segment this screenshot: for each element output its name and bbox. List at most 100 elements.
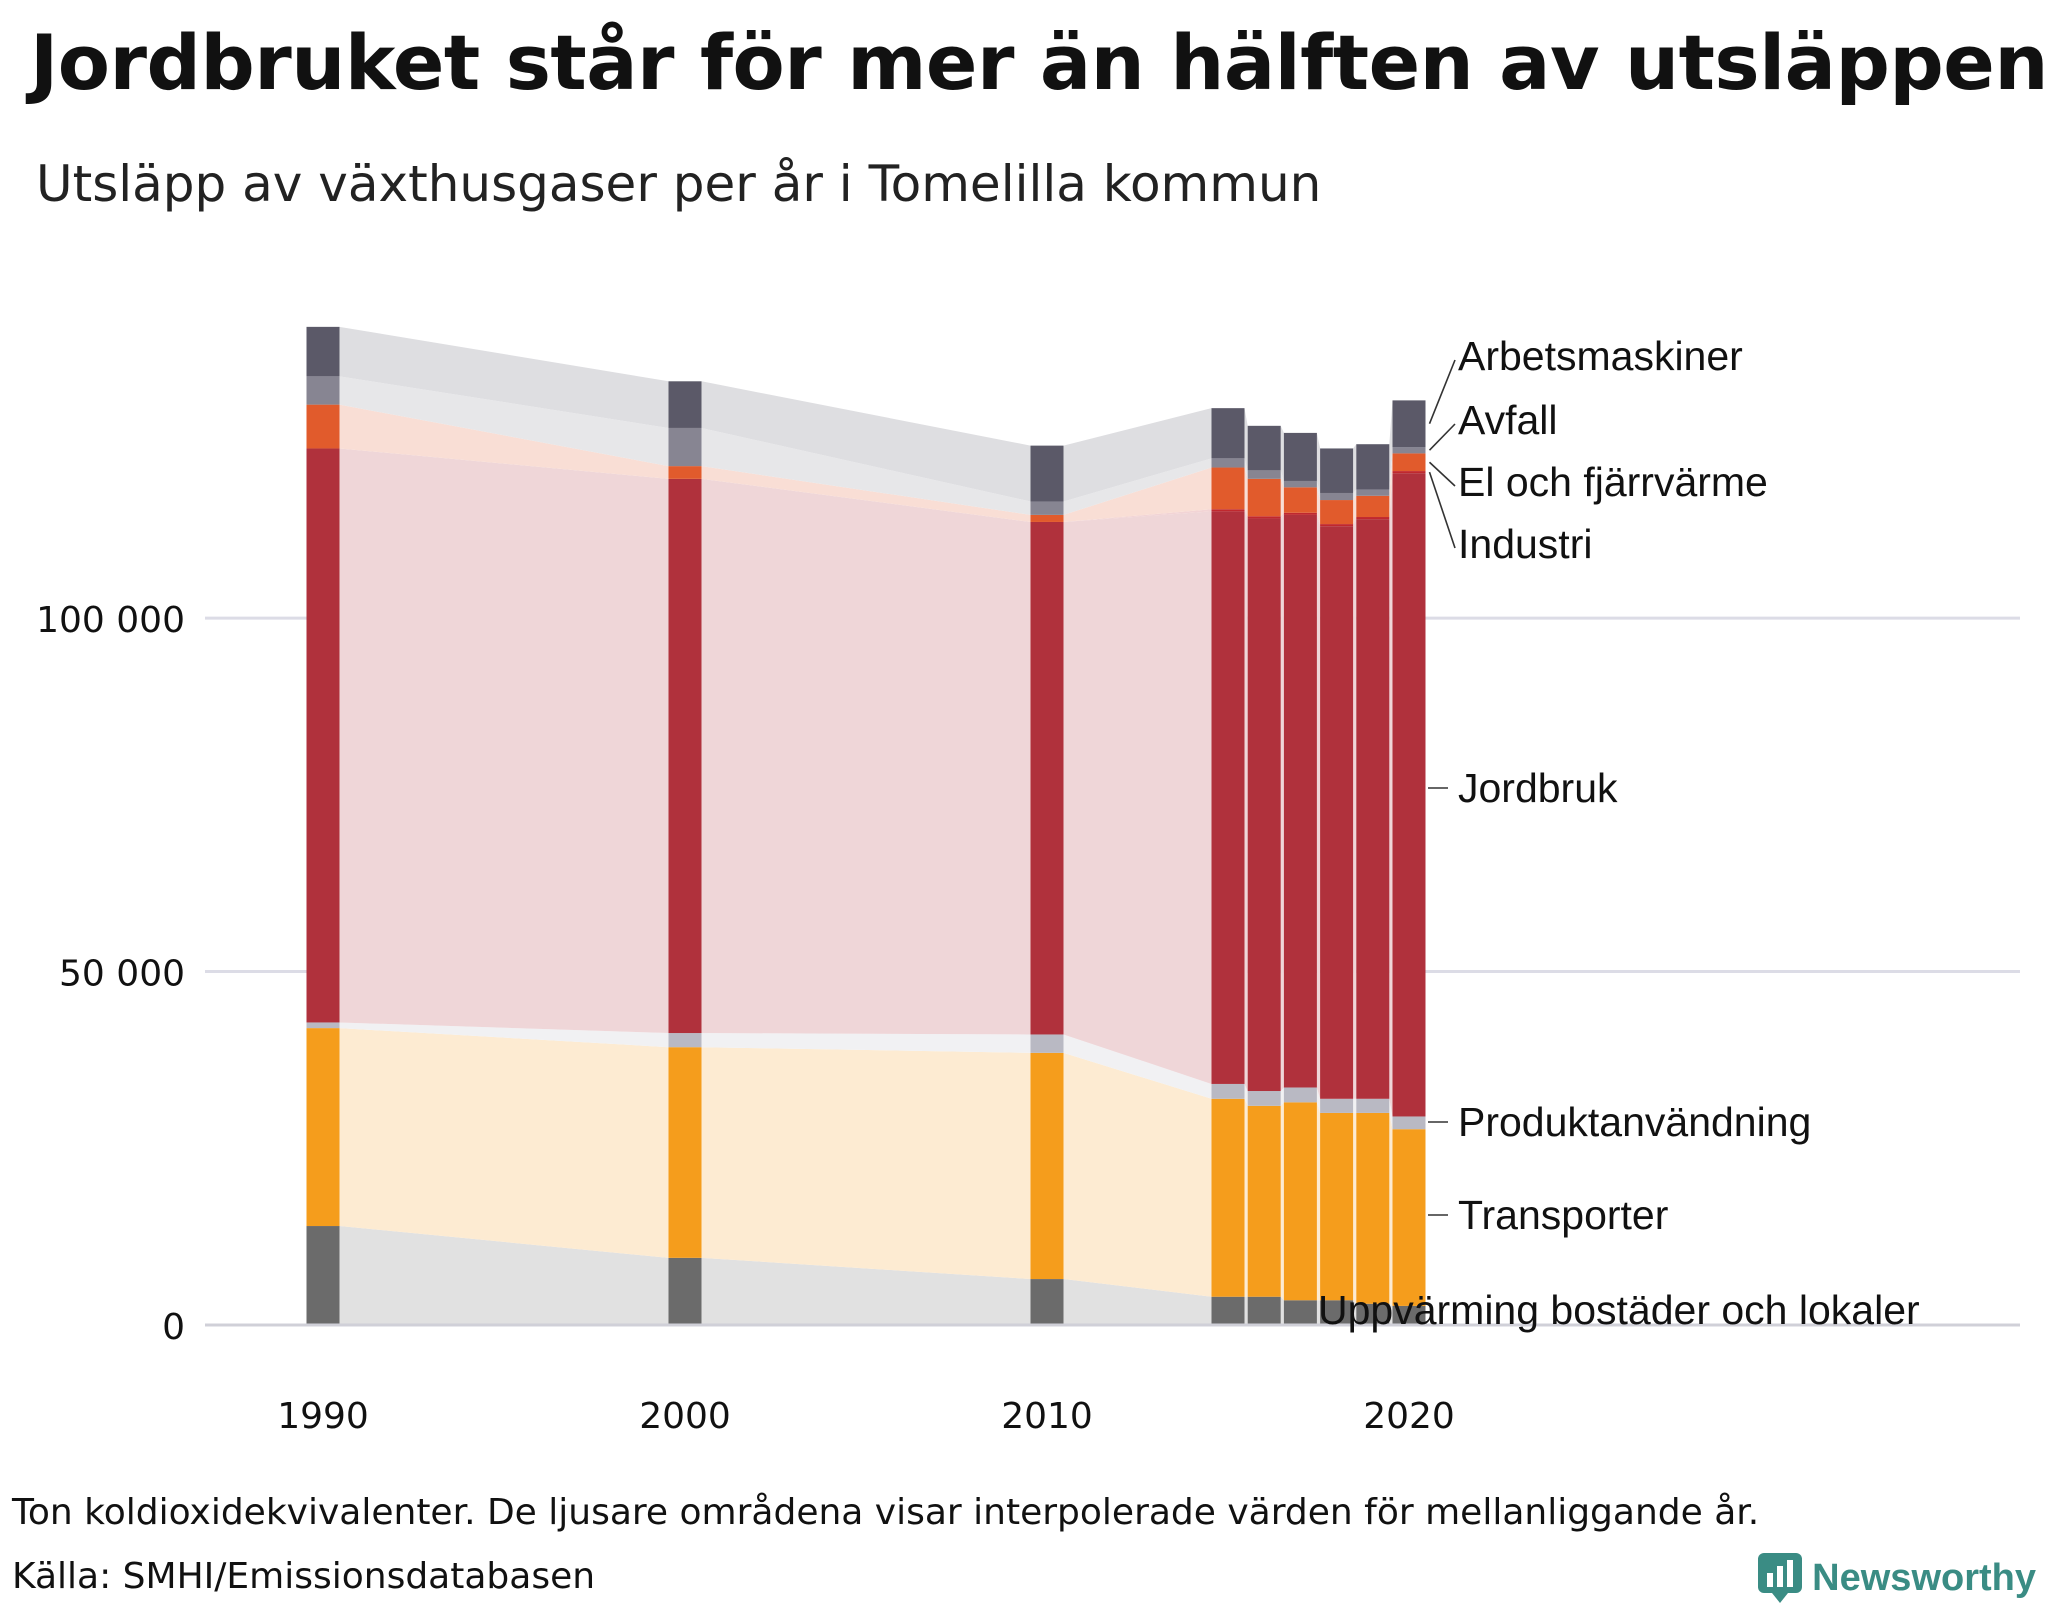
series-label: Uppvärming bostäder och lokaler xyxy=(1318,1287,1920,1333)
y-tick-label: 50 000 xyxy=(59,954,185,995)
label-leader-line xyxy=(1428,471,1456,549)
bar-segment xyxy=(306,326,340,377)
bar-segment xyxy=(1283,432,1317,481)
bar-segment xyxy=(1030,521,1064,1035)
bar-segment xyxy=(1392,400,1426,448)
series-label: Transporter xyxy=(1458,1192,1668,1238)
y-tick-label: 100 000 xyxy=(36,600,185,641)
interpolated-area xyxy=(339,326,669,428)
bar-segment xyxy=(1247,425,1281,471)
chart-subtitle: Utsläpp av växthusgaser per år i Tomelil… xyxy=(36,155,1322,213)
interpolated-area xyxy=(339,1022,669,1048)
bar-segment xyxy=(1030,1052,1064,1280)
interpolated-area xyxy=(1316,514,1321,1099)
bar-segment xyxy=(668,381,702,428)
series-label: El och fjärrvärme xyxy=(1458,459,1768,505)
brand-name: Newsworthy xyxy=(1812,1556,2036,1599)
bar-segment xyxy=(1030,501,1064,515)
bar-segment xyxy=(1320,1112,1354,1301)
bar-segment xyxy=(1247,1105,1281,1297)
bar-segment xyxy=(306,1226,340,1325)
bar-segment xyxy=(306,1022,340,1029)
interpolated-area xyxy=(1353,519,1357,1099)
bar-segment xyxy=(668,1257,702,1325)
interpolated-area xyxy=(1316,1102,1321,1301)
interpolated-area xyxy=(1389,1303,1393,1325)
bar-segment xyxy=(306,1028,340,1227)
stacked-bar-chart: 0 50 000 100 000 1990 2000 2010 2020 Arbetsmask… xyxy=(36,326,2020,1437)
bar-segment xyxy=(1247,516,1281,519)
bar-segment xyxy=(1356,1303,1390,1325)
interpolated-area xyxy=(1280,1102,1284,1301)
interpolated-area xyxy=(1244,467,1248,517)
interpolated-area xyxy=(1063,467,1212,522)
bar-segment xyxy=(1283,480,1317,488)
interpolated-area xyxy=(701,1033,1031,1053)
bar-segment xyxy=(1283,1087,1317,1103)
bar-segment xyxy=(1211,1296,1245,1325)
label-leader-line xyxy=(1428,423,1456,451)
bar-segment xyxy=(1392,447,1426,454)
interpolated-area xyxy=(1316,1087,1321,1113)
interpolated-area xyxy=(1280,425,1284,481)
interpolated-area xyxy=(1353,495,1357,525)
interpolated-area xyxy=(1389,1098,1393,1130)
interpolated-area xyxy=(1280,1296,1284,1325)
interpolated-area xyxy=(701,466,1031,522)
bar-segment xyxy=(1211,509,1245,512)
bar-segment xyxy=(1030,514,1064,522)
bar-segment xyxy=(1211,511,1245,1084)
interpolated-area xyxy=(339,448,669,1034)
interpolated-area xyxy=(1353,1098,1357,1113)
x-tick-label: 1990 xyxy=(277,1396,369,1437)
interpolated-area xyxy=(1063,511,1212,1084)
brand[interactable]: Newsworthy xyxy=(1758,1553,2036,1603)
bar-segment xyxy=(1247,478,1281,517)
interpolated-area xyxy=(701,1257,1031,1325)
label-leader-line xyxy=(1428,359,1456,425)
interpolated-area xyxy=(1063,1279,1212,1325)
bar-segment xyxy=(1392,1129,1426,1306)
interpolated-area xyxy=(339,376,669,467)
interpolated-area xyxy=(701,427,1031,515)
interpolated-area xyxy=(1316,432,1321,493)
bar-segment xyxy=(1320,1098,1354,1113)
interpolated-area xyxy=(1316,512,1321,527)
interpolated-area xyxy=(1389,1112,1393,1306)
x-tick-label: 2020 xyxy=(1363,1396,1455,1437)
bar-segment xyxy=(1320,492,1354,501)
bar-segment xyxy=(1030,1034,1064,1053)
bar-segment xyxy=(1283,512,1317,515)
bar-segment xyxy=(1392,453,1426,472)
interpolated-area xyxy=(1244,509,1248,519)
bar-segment xyxy=(1392,471,1426,474)
bar-segment xyxy=(1211,467,1245,510)
bar-segment xyxy=(1320,448,1354,493)
interpolated-area xyxy=(1389,400,1393,490)
interpolated-area xyxy=(1316,1300,1321,1325)
interpolated-area xyxy=(1389,473,1393,1117)
series-label: Industri xyxy=(1458,521,1592,567)
interpolated-area xyxy=(1280,512,1284,519)
interpolated-area xyxy=(1244,458,1248,479)
bar-segment xyxy=(1356,517,1390,520)
series-label: Produktanvändning xyxy=(1458,1099,1811,1145)
x-tick-label: 2010 xyxy=(1001,1396,1093,1437)
bar-segment xyxy=(1356,495,1390,518)
bar-segment xyxy=(1247,1091,1281,1106)
interpolated-area xyxy=(1280,478,1284,517)
y-tick-label: 0 xyxy=(162,1307,185,1348)
interpolated-area xyxy=(339,1028,669,1258)
bar-segment xyxy=(668,427,702,467)
bar-segment xyxy=(1030,445,1064,502)
interpolated-area xyxy=(1280,1087,1284,1106)
bar-segment xyxy=(1392,1116,1426,1130)
bar-segment xyxy=(1392,473,1426,1117)
bar-segment xyxy=(1283,1102,1317,1301)
interpolated-area xyxy=(1063,1034,1212,1099)
interpolated-area xyxy=(1244,1083,1248,1106)
chart-source: Källa: SMHI/Emissionsdatabasen xyxy=(12,1556,596,1597)
bar-segment xyxy=(1247,518,1281,1092)
interpolated-area xyxy=(1389,471,1393,520)
interpolated-area xyxy=(1353,1300,1357,1325)
